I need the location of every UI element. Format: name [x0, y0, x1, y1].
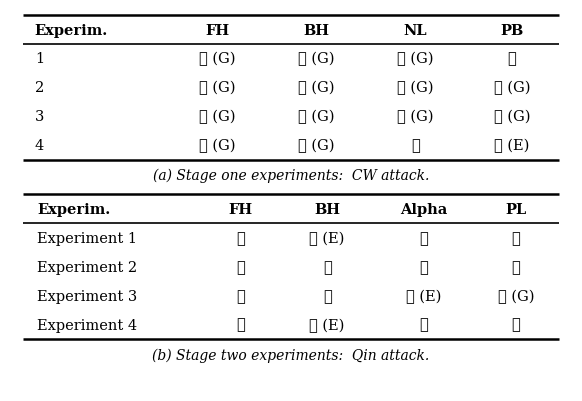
Text: ✓ (G): ✓ (G): [199, 81, 236, 95]
Text: (a) Stage one experiments:  CW attack.: (a) Stage one experiments: CW attack.: [153, 168, 429, 183]
Text: PL: PL: [505, 203, 527, 216]
Text: ✓ (G): ✓ (G): [494, 81, 530, 95]
Text: FH: FH: [205, 24, 229, 37]
Text: ✓ (E): ✓ (E): [406, 289, 441, 303]
Text: BH: BH: [303, 24, 329, 37]
Text: ✓ (G): ✓ (G): [199, 110, 236, 124]
Text: ✗: ✗: [419, 318, 428, 332]
Text: Experim.: Experim.: [37, 203, 111, 216]
Text: ✗: ✗: [508, 53, 516, 66]
Text: 3: 3: [35, 110, 44, 124]
Text: FH: FH: [228, 203, 252, 216]
Text: ✗: ✗: [419, 231, 428, 245]
Text: Experiment 4: Experiment 4: [37, 318, 137, 332]
Text: ✗: ✗: [512, 231, 520, 245]
Text: NL: NL: [404, 24, 427, 37]
Text: (b) Stage two experiments:  Qin attack.: (b) Stage two experiments: Qin attack.: [152, 347, 430, 362]
Text: Experiment 1: Experiment 1: [37, 231, 137, 245]
Text: ✗: ✗: [512, 318, 520, 332]
Text: ✗: ✗: [236, 231, 244, 245]
Text: ✓ (G): ✓ (G): [199, 52, 236, 67]
Text: ✗: ✗: [411, 139, 420, 153]
Text: ✓ (G): ✓ (G): [398, 110, 434, 124]
Text: ✓ (G): ✓ (G): [494, 110, 530, 124]
Text: Experim.: Experim.: [35, 24, 108, 37]
Text: 1: 1: [35, 53, 44, 66]
Text: ✓ (G): ✓ (G): [498, 289, 534, 303]
Text: ✓ (E): ✓ (E): [310, 231, 345, 245]
Text: ✓ (G): ✓ (G): [298, 139, 335, 153]
Text: ✓ (E): ✓ (E): [310, 318, 345, 332]
Text: ✓ (G): ✓ (G): [298, 81, 335, 95]
Text: 2: 2: [35, 81, 44, 95]
Text: ✓ (G): ✓ (G): [199, 139, 236, 153]
Text: Experiment 2: Experiment 2: [37, 260, 137, 274]
Text: Alpha: Alpha: [400, 203, 447, 216]
Text: ✗: ✗: [419, 260, 428, 274]
Text: ✓ (G): ✓ (G): [398, 52, 434, 67]
Text: ✗: ✗: [236, 260, 244, 274]
Text: ✗: ✗: [323, 289, 332, 303]
Text: ✓ (E): ✓ (E): [494, 139, 530, 153]
Text: ✓ (G): ✓ (G): [298, 110, 335, 124]
Text: ✗: ✗: [236, 289, 244, 303]
Text: ✗: ✗: [323, 260, 332, 274]
Text: PB: PB: [501, 24, 523, 37]
Text: BH: BH: [314, 203, 340, 216]
Text: 4: 4: [35, 139, 44, 153]
Text: ✓ (G): ✓ (G): [298, 52, 335, 67]
Text: ✗: ✗: [236, 318, 244, 332]
Text: Experiment 3: Experiment 3: [37, 289, 138, 303]
Text: ✓ (G): ✓ (G): [398, 81, 434, 95]
Text: ✗: ✗: [512, 260, 520, 274]
